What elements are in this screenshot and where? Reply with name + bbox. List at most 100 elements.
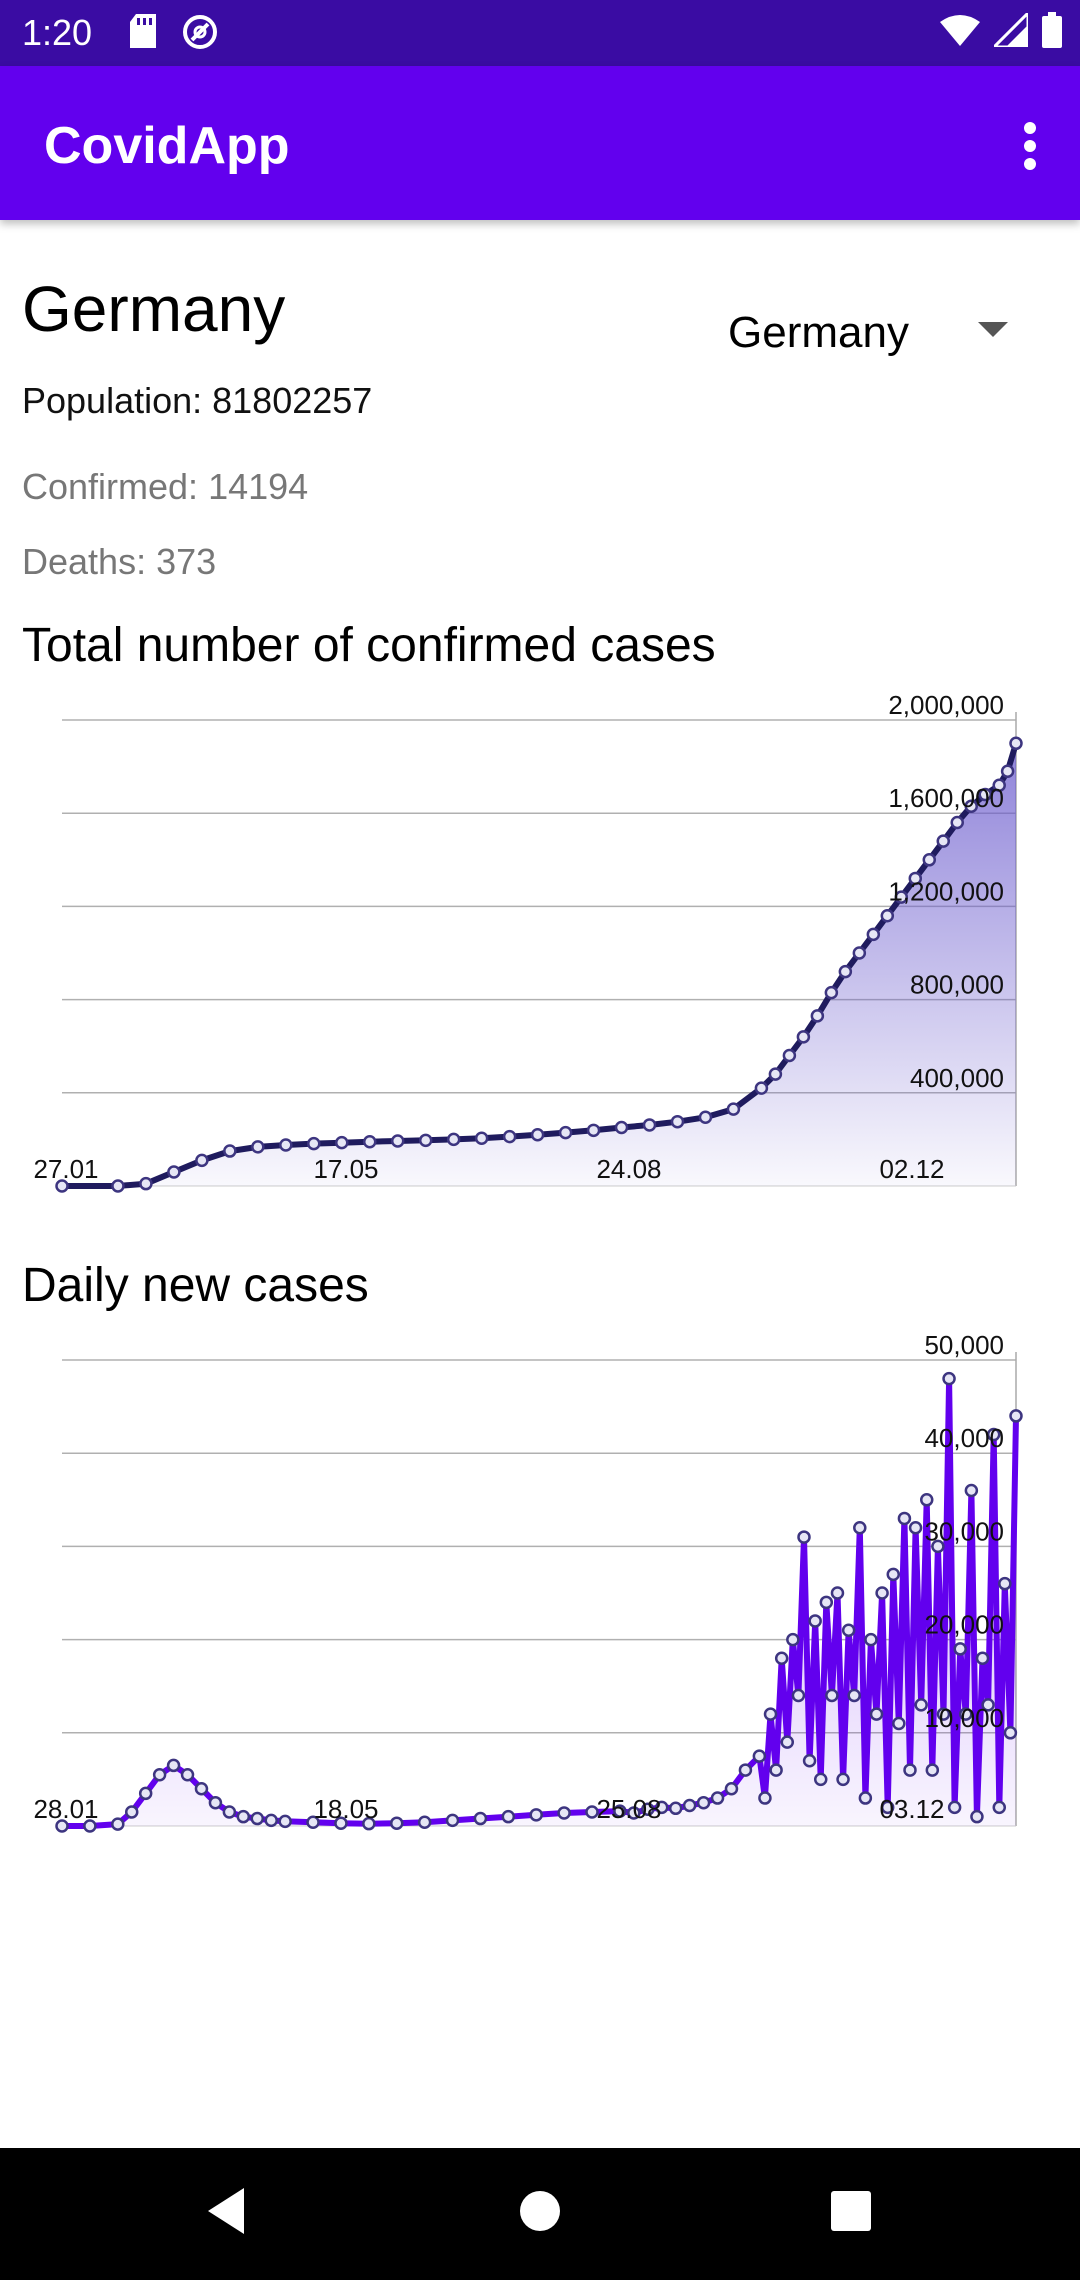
data-point (758, 1791, 772, 1805)
data-point (768, 1067, 783, 1081)
navigation-bar (0, 2148, 1080, 2280)
data-point (791, 1688, 806, 1703)
data-point (627, 1806, 641, 1820)
data-point (668, 1801, 683, 1816)
x-tick-label: 25.08 (596, 1794, 661, 1824)
data-point (55, 1819, 69, 1833)
overflow-menu-icon[interactable] (1010, 118, 1050, 174)
data-point (836, 1772, 850, 1787)
data-point (810, 1009, 825, 1023)
data-point (847, 1688, 861, 1703)
data-point (947, 1800, 962, 1815)
data-point (195, 1153, 209, 1168)
data-point (875, 1586, 889, 1600)
y-tick-label: 1,600,000 (888, 783, 1004, 813)
data-point (335, 1135, 349, 1150)
data-point (754, 1081, 769, 1095)
app-title: CovidApp (44, 117, 290, 175)
back-icon[interactable] (204, 2186, 246, 2236)
data-point (362, 1816, 376, 1831)
data-point (936, 1707, 951, 1721)
data-point (389, 1816, 404, 1830)
data-point (278, 1814, 292, 1829)
data-point (642, 1118, 657, 1132)
data-point (992, 1800, 1007, 1815)
app-bar: CovidApp (0, 66, 1080, 220)
daily-cases-chart: 50,000 40,000 30,000 20,000 10,000 28.01 18.05… (0, 1330, 1080, 1850)
data-point (964, 1483, 979, 1498)
wifi-icon (940, 15, 980, 46)
data-point (641, 1802, 655, 1816)
data-point (786, 1632, 800, 1647)
data-point (959, 1707, 973, 1721)
data-point (208, 1795, 223, 1810)
data-point (919, 1493, 934, 1507)
data-point (362, 1134, 377, 1149)
population-text: Population: 81802257 (22, 380, 373, 421)
data-point (445, 1813, 460, 1828)
data-point (838, 964, 853, 979)
data-point (866, 927, 881, 942)
daily-cases-title: Daily new cases (22, 1259, 369, 1312)
data-point (55, 1179, 69, 1193)
country-selector-value: Germany (728, 308, 909, 357)
data-point (825, 1688, 839, 1703)
data-point (390, 1134, 405, 1148)
battery-icon (1042, 12, 1062, 48)
data-point (613, 1804, 627, 1818)
status-bar: 1:20 (0, 0, 1080, 66)
data-point (558, 1125, 573, 1140)
sd-card-icon (130, 14, 156, 48)
data-point (897, 1511, 912, 1526)
data-point (698, 1110, 713, 1125)
data-point (446, 1132, 461, 1147)
data-point (124, 1805, 139, 1819)
recents-icon[interactable] (829, 2186, 873, 2236)
data-point (222, 1805, 237, 1819)
y-tick-label: 20,000 (924, 1610, 1004, 1640)
data-point (654, 1800, 669, 1815)
data-point (953, 1642, 967, 1656)
data-point (986, 1427, 1001, 1442)
data-point (83, 1819, 97, 1833)
data-point (501, 1809, 516, 1824)
data-point (931, 1539, 945, 1554)
data-point (780, 1735, 795, 1749)
data-point (769, 1763, 783, 1777)
data-point (1000, 764, 1015, 779)
data-point (824, 985, 839, 1000)
data-point (808, 1614, 822, 1628)
home-icon[interactable] (518, 2186, 562, 2236)
data-point (166, 1758, 181, 1773)
data-point (139, 1176, 153, 1191)
data-point (858, 1791, 873, 1805)
country-selector[interactable]: Germany (728, 300, 1018, 364)
data-point (474, 1131, 489, 1145)
data-point (418, 1133, 433, 1148)
data-point (797, 1530, 811, 1544)
status-time: 1:20 (22, 12, 93, 53)
cell-signal-icon (994, 13, 1028, 47)
data-point (502, 1129, 517, 1144)
data-point (964, 799, 978, 813)
data-point (880, 1800, 895, 1815)
data-point (908, 1521, 923, 1535)
data-point (914, 1698, 928, 1712)
data-point (774, 1651, 789, 1665)
y-tick-label: 30,000 (924, 1516, 1004, 1546)
data-point (1009, 736, 1023, 751)
data-point (334, 1816, 348, 1830)
y-tick-label: 1,200,000 (888, 876, 1004, 906)
data-point (841, 1623, 856, 1638)
data-point (152, 1767, 167, 1782)
data-point (726, 1102, 741, 1116)
country-title: Germany (22, 273, 286, 345)
data-point (894, 890, 909, 904)
data-point (1009, 1409, 1023, 1423)
y-tick-label: 10,000 (924, 1703, 1004, 1733)
data-point (710, 1791, 725, 1805)
x-tick-label: 03.12 (879, 1794, 944, 1824)
y-tick-label: 40,000 (924, 1423, 1004, 1453)
data-point (417, 1815, 432, 1830)
data-point (167, 1165, 181, 1179)
